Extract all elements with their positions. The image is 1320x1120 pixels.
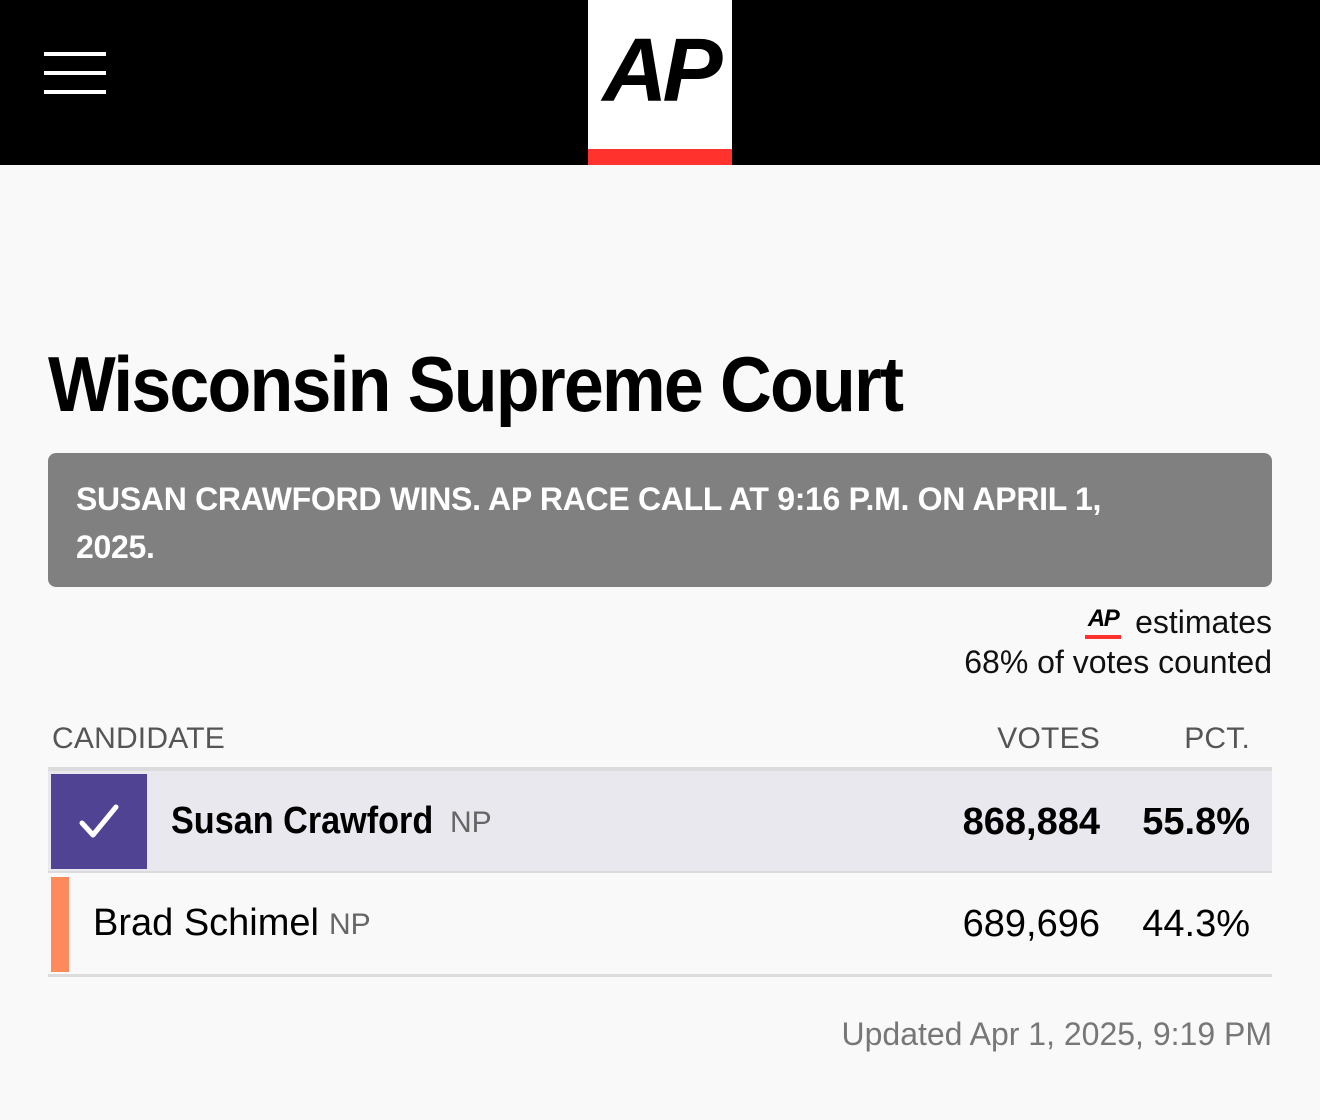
checkmark-icon <box>79 804 119 838</box>
candidate-row: Brad Schimel NP 689,696 44.3% <box>48 873 1272 973</box>
top-navigation-bar: AP <box>0 0 1320 165</box>
winner-check-badge <box>51 774 147 869</box>
ap-logo[interactable]: AP <box>588 0 732 165</box>
updated-timestamp: Updated Apr 1, 2025, 9:19 PM <box>841 1016 1272 1052</box>
candidate-party: NP <box>450 806 492 839</box>
hamburger-menu-icon[interactable] <box>44 52 106 98</box>
ap-mini-logo-bar <box>1085 635 1122 639</box>
menu-line <box>44 52 106 56</box>
candidate-votes: 868,884 <box>962 801 1100 843</box>
candidate-row-winner: Susan Crawford NP 868,884 55.8% <box>48 771 1272 871</box>
vote-estimates: AP estimates 68% of votes counted <box>964 602 1272 682</box>
table-divider <box>48 767 1272 771</box>
candidate-pct: 55.8% <box>1142 801 1250 843</box>
ap-mini-logo-text: AP <box>1087 605 1120 632</box>
column-header-votes: VOTES <box>997 722 1100 755</box>
race-call-banner: SUSAN CRAWFORD WINS. AP RACE CALL AT 9:1… <box>48 453 1272 587</box>
votes-counted-text: 68% of votes counted <box>964 644 1272 680</box>
candidate-color-strip <box>51 877 69 972</box>
candidate-party: NP <box>329 908 371 941</box>
ap-mini-logo: AP <box>1085 605 1122 639</box>
candidate-votes: 689,696 <box>962 903 1100 945</box>
menu-line <box>44 90 106 94</box>
candidate-pct: 44.3% <box>1142 903 1250 945</box>
race-call-text: SUSAN CRAWFORD WINS. AP RACE CALL AT 9:1… <box>76 481 1102 565</box>
estimates-label: estimates <box>1135 604 1272 640</box>
column-header-pct: PCT. <box>1184 722 1250 755</box>
row-divider <box>48 871 1272 874</box>
menu-line <box>44 71 106 75</box>
candidate-name: Brad Schimel <box>93 902 319 944</box>
column-header-candidate: CANDIDATE <box>52 722 225 755</box>
row-divider <box>48 974 1272 977</box>
race-title: Wisconsin Supreme Court <box>48 340 904 428</box>
candidate-name: Susan Crawford <box>171 800 434 842</box>
ap-logo-accent-bar <box>588 149 732 165</box>
ap-logo-text: AP <box>602 21 722 121</box>
